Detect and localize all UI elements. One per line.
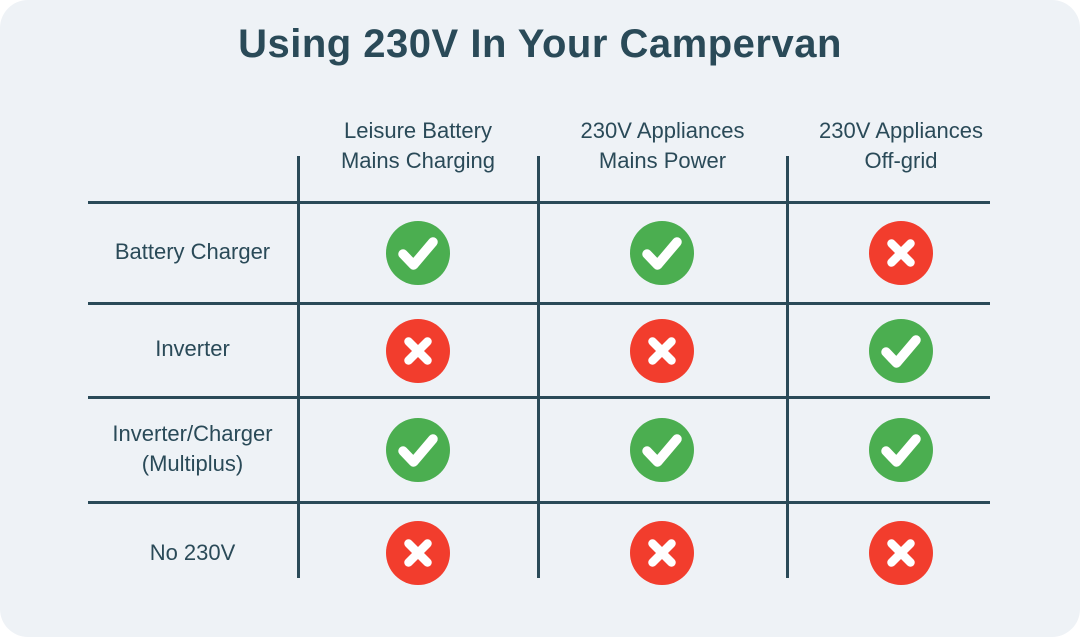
- row-label-line: No 230V: [149, 540, 236, 565]
- check-circle-icon: [869, 319, 933, 383]
- column-header-line: 230V Appliances: [580, 118, 745, 143]
- cross-circle-icon: [869, 221, 933, 285]
- check-circle-icon: [630, 221, 694, 285]
- row-label-line: Battery Charger: [114, 238, 271, 264]
- row-label-line: Inverter: [155, 336, 230, 361]
- column-header-line: 230V Appliances: [819, 118, 983, 143]
- column-header-line: Leisure Battery: [344, 118, 492, 143]
- column-header-230v-appliances-mains-power: 230V Appliances Mains Power: [538, 116, 787, 176]
- cross-circle-icon: [386, 319, 450, 383]
- page-title: Using 230V In Your Campervan: [238, 22, 842, 66]
- row-label-line: (Multiplus): [141, 450, 244, 476]
- cross-circle-icon: [630, 521, 694, 585]
- grid-line-vertical-3: [786, 156, 789, 578]
- column-header-230v-appliances-off-grid: 230V Appliances Off-grid: [787, 116, 1015, 176]
- column-header-line: Mains Charging: [340, 148, 496, 173]
- cross-circle-icon: [869, 521, 933, 585]
- grid-line-vertical-2: [537, 156, 540, 578]
- row-label-inverter-charger-multiplus: Inverter/Charger (Multiplus): [88, 396, 297, 501]
- check-circle-icon: [386, 418, 450, 482]
- column-header-line: Off-grid: [864, 148, 938, 173]
- row-label-line: Inverter/Charger: [112, 420, 273, 446]
- grid-line-vertical-1: [297, 156, 300, 578]
- row-label-no-230v: No 230V: [88, 501, 297, 605]
- cross-circle-icon: [386, 521, 450, 585]
- cross-circle-icon: [630, 319, 694, 383]
- row-label-inverter: Inverter: [88, 302, 297, 396]
- check-circle-icon: [869, 418, 933, 482]
- check-circle-icon: [630, 418, 694, 482]
- column-header-line: Mains Power: [598, 148, 727, 173]
- column-header-leisure-battery-mains-charging: Leisure Battery Mains Charging: [298, 116, 538, 176]
- check-circle-icon: [386, 221, 450, 285]
- row-label-battery-charger: Battery Charger: [88, 201, 297, 302]
